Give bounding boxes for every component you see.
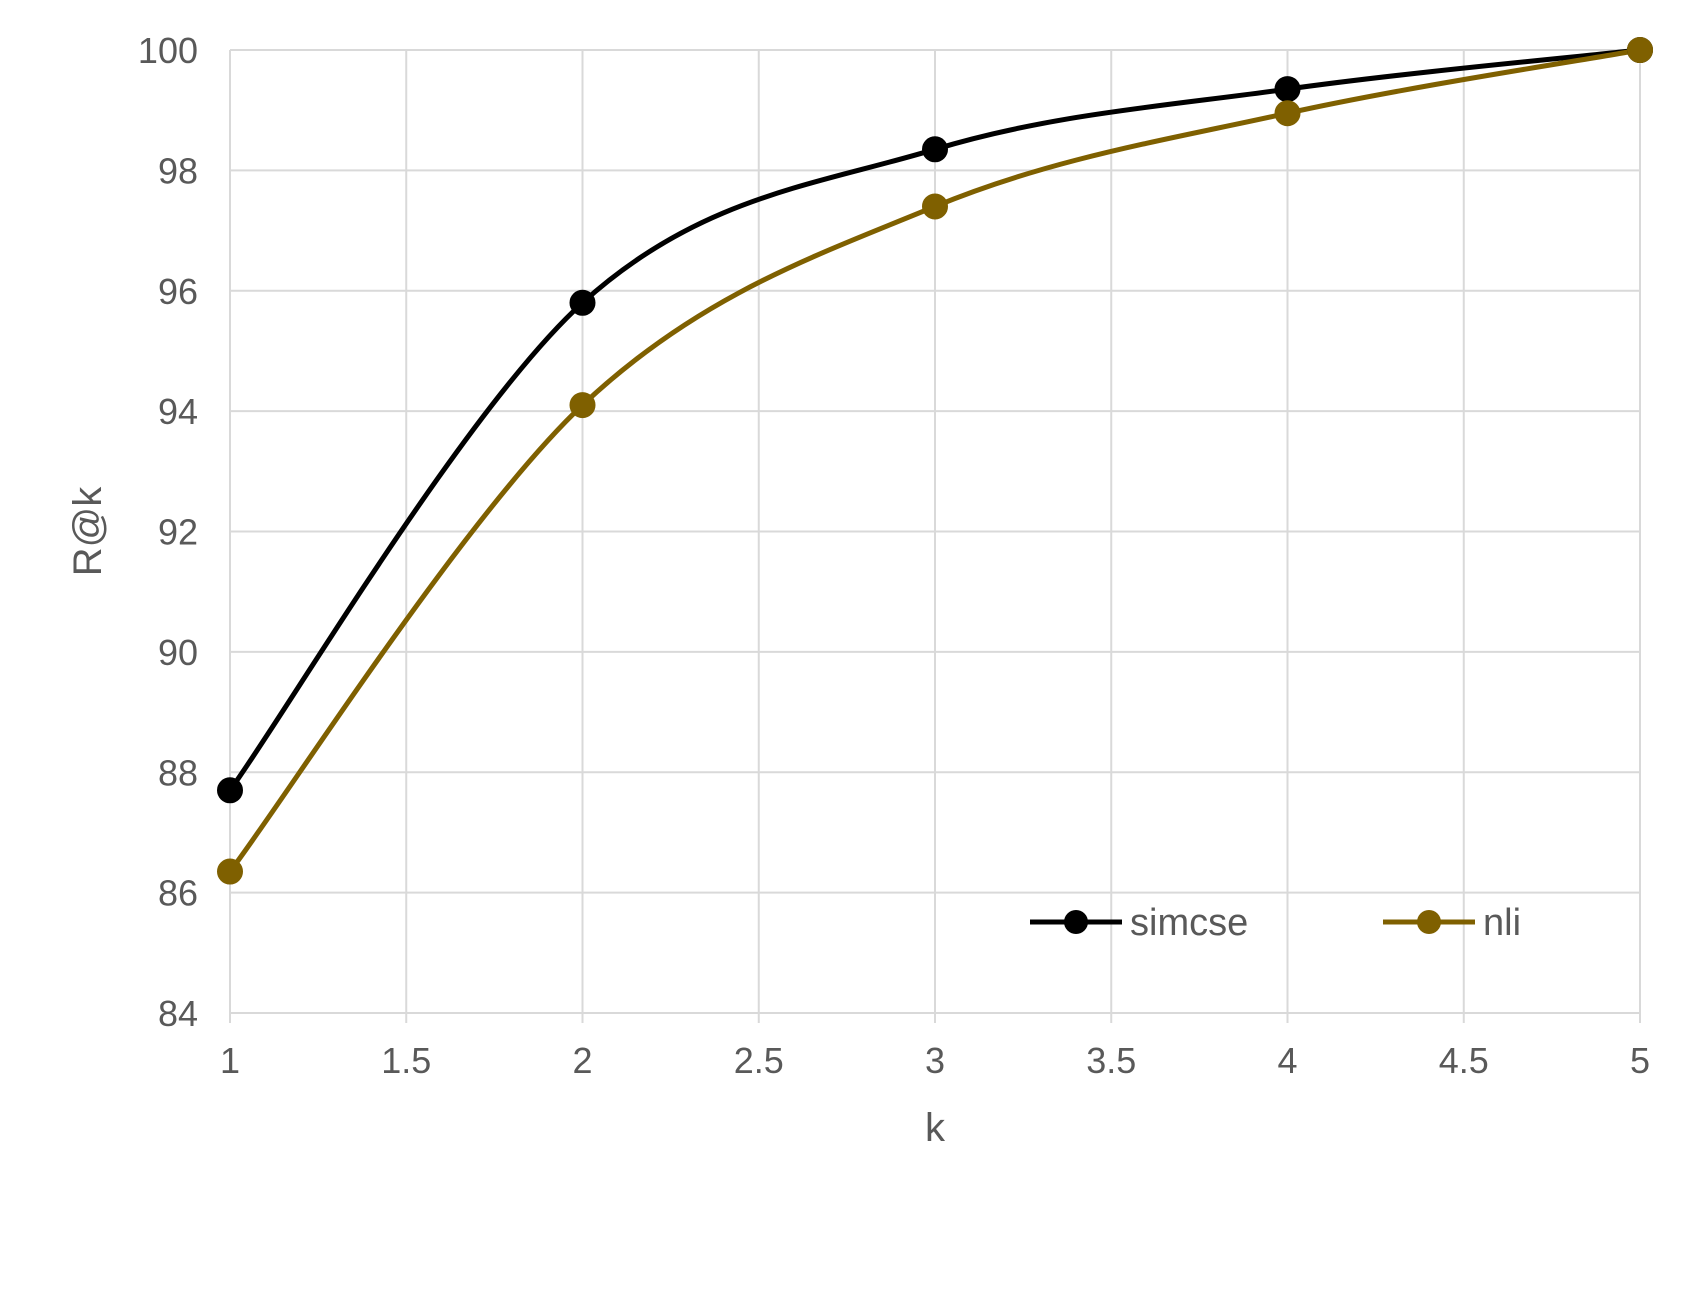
data-point-simcse — [922, 136, 948, 163]
data-point-nli — [922, 193, 948, 220]
y-tick-label: 94 — [158, 391, 198, 432]
x-axis-tick-labels: 1 1.5 2 2.5 3 3.5 4 4.5 5 — [220, 1040, 1650, 1081]
x-tick-label: 1 — [220, 1040, 240, 1081]
x-tick-label: 2 — [572, 1040, 592, 1081]
y-axis-tick-labels: 84 86 88 90 92 94 96 98 100 — [138, 30, 198, 1034]
legend-item-nli: nli — [1383, 902, 1521, 944]
legend: simcse nli — [1030, 902, 1521, 944]
y-tick-label: 100 — [138, 30, 198, 71]
series-points — [217, 37, 1653, 885]
x-tick-label: 1.5 — [381, 1040, 431, 1081]
y-tick-label: 96 — [158, 271, 198, 312]
data-point-simcse — [569, 289, 596, 316]
x-tick-label: 5 — [1630, 1040, 1650, 1081]
data-point-nli — [1274, 100, 1301, 127]
legend-label: nli — [1483, 902, 1521, 944]
y-tick-label: 90 — [158, 632, 198, 673]
legend-marker — [1417, 910, 1441, 934]
legend-item-simcse: simcse — [1030, 902, 1248, 944]
y-tick-label: 92 — [158, 512, 198, 553]
x-tick-label: 3 — [925, 1040, 945, 1081]
legend-label: simcse — [1130, 902, 1248, 944]
x-tick-label: 3.5 — [1086, 1040, 1136, 1081]
y-tick-label: 84 — [158, 993, 198, 1034]
horizontal-gridlines — [230, 49, 1640, 1014]
series-line-simcse — [227, 47, 1643, 793]
data-point-nli — [217, 858, 243, 885]
y-tick-label: 86 — [158, 873, 198, 914]
legend-marker — [1064, 910, 1088, 934]
x-tick-label: 4.5 — [1439, 1040, 1489, 1081]
data-point-simcse — [217, 777, 243, 804]
data-point-nli — [1627, 37, 1653, 63]
x-axis-title: k — [925, 1106, 946, 1150]
y-tick-label: 88 — [158, 752, 198, 793]
y-tick-label: 98 — [158, 150, 198, 191]
x-tick-label: 4 — [1277, 1040, 1297, 1081]
y-axis-title: R@k — [66, 486, 110, 576]
series-line-nli — [227, 47, 1643, 875]
data-point-nli — [569, 392, 596, 419]
series-lines — [227, 47, 1643, 875]
x-tick-label: 2.5 — [734, 1040, 784, 1081]
data-point-simcse — [1274, 76, 1301, 103]
